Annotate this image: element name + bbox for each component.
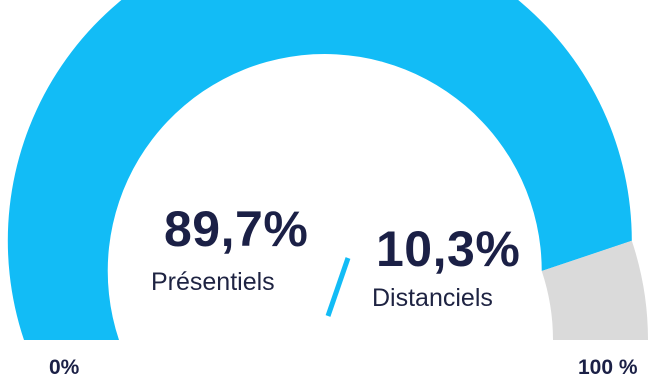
distanciels-value: 10,3%	[376, 221, 521, 277]
axis-max-label: 100 %	[578, 356, 638, 379]
axis-min-label: 0%	[49, 356, 80, 379]
distanciels-label: Distanciels	[372, 284, 493, 312]
separator-slash	[325, 257, 351, 317]
presentiels-value: 89,7%	[164, 201, 309, 257]
presentiels-label: Présentiels	[151, 268, 275, 296]
gauge-arc-distanciels	[541, 240, 648, 340]
gauge-arc-presentiels	[7, 0, 632, 340]
